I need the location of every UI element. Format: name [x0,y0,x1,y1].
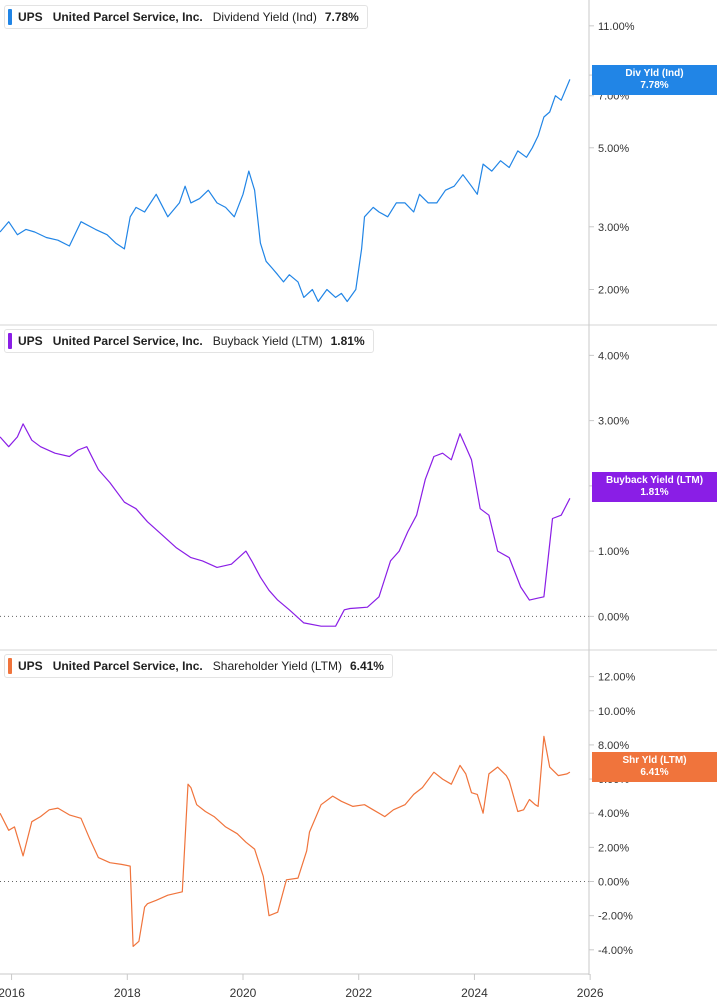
legend-company: United Parcel Service, Inc. [52,659,203,673]
legend-ticker: UPS [18,659,43,673]
y-tick-label: 0.00% [598,877,629,889]
legend-metric: Dividend Yield (Ind) [212,10,317,24]
y-tick-label: 12.00% [598,672,636,684]
legend-swatch-buyback [8,333,12,349]
tag-value: 6.41% [640,767,669,778]
legend-dividend-yield: UPS United Parcel Service, Inc. Dividend… [4,5,368,29]
series-line-dividend [0,79,571,303]
tag-label: Shr Yld (LTM) [622,755,687,766]
y-tick-label: 4.00% [598,808,629,820]
tag-label: Div Yld (Ind) [625,68,684,79]
x-tick-label: 2022 [345,986,372,1000]
legend-value: 1.81% [330,334,365,348]
y-tick-label: 2.00% [598,284,629,296]
y-tick-label: 10.00% [598,706,636,718]
x-tick-label: 2020 [230,986,257,1000]
last-value-tag-shareholder: Shr Yld (LTM) 6.41% [592,752,717,782]
last-value-tag-dividend: Div Yld (Ind) 7.78% [592,65,717,95]
legend-swatch-dividend [8,9,12,25]
legend-buyback-yield: UPS United Parcel Service, Inc. Buyback … [4,329,374,353]
legend-swatch-shareholder [8,658,12,674]
y-tick-label: -4.00% [598,945,633,957]
x-tick-label: 2018 [114,986,141,1000]
y-tick-label: 3.00% [598,416,629,428]
legend-ticker: UPS [18,10,43,24]
y-tick-label: -2.00% [598,911,633,923]
legend-company: United Parcel Service, Inc. [52,10,203,24]
legend-shareholder-yield: UPS United Parcel Service, Inc. Sharehol… [4,654,393,678]
y-tick-label: 4.00% [598,350,629,362]
y-tick-label: 0.00% [598,611,629,623]
last-value-tag-buyback: Buyback Yield (LTM) 1.81% [592,472,717,502]
legend-value: 7.78% [324,10,359,24]
tag-label: Buyback Yield (LTM) [605,475,704,486]
y-tick-label: 2.00% [598,842,629,854]
series-line-shareholder [0,735,571,947]
y-tick-label: 8.00% [598,740,629,752]
legend-ticker: UPS [18,334,43,348]
legend-metric: Buyback Yield (LTM) [212,334,323,348]
y-tick-label: 3.00% [598,222,629,234]
legend-metric: Shareholder Yield (LTM) [212,659,342,673]
x-tick-label: 2016 [0,986,25,1000]
y-tick-label: 5.00% [598,143,629,155]
series-line-buyback [0,423,571,627]
legend-value: 6.41% [349,659,384,673]
y-tick-label: 1.00% [598,546,629,558]
x-tick-label: 2024 [461,986,488,1000]
tag-value: 7.78% [640,80,669,91]
y-tick-label: 11.00% [598,21,635,33]
legend-company: United Parcel Service, Inc. [52,334,203,348]
tag-value: 1.81% [640,487,669,498]
x-tick-label: 2026 [577,986,604,1000]
